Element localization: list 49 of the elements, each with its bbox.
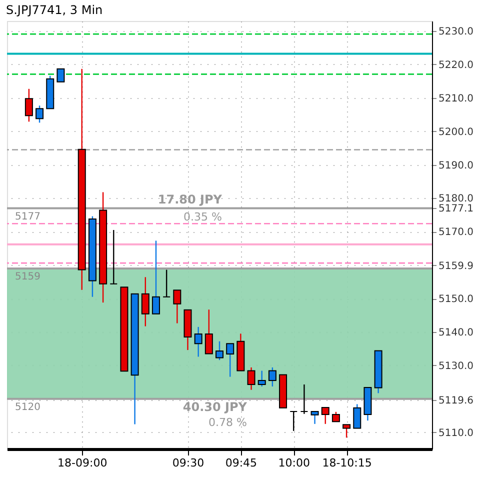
y-tick-label: 5180.0 <box>438 194 474 205</box>
candlestick <box>247 366 256 390</box>
candlestick <box>24 88 33 122</box>
candlestick <box>216 340 224 361</box>
y-tick-label: 5230.0 <box>438 26 474 38</box>
y-tick-label: 5210.0 <box>438 93 474 104</box>
annotation: 0.35 % <box>184 210 222 224</box>
y-tick-label: 5110.0 <box>438 428 474 439</box>
candlestick <box>173 290 182 324</box>
y-tick-label: 5190.0 <box>438 160 474 172</box>
y-tick-label: 5177.1 <box>438 203 474 214</box>
x-tick-label: 09:45 <box>225 456 258 470</box>
candlestick <box>36 104 44 124</box>
annotation: 17.80 JPY <box>158 192 222 206</box>
annotation: 40.30 JPY <box>182 400 248 414</box>
x-tick-label: 10:00 <box>278 456 310 470</box>
candlestick <box>162 269 171 298</box>
candlestick <box>226 343 234 378</box>
candlestick <box>332 411 340 422</box>
candlestick <box>268 366 276 388</box>
y-tick-label: 5220.0 <box>438 60 474 71</box>
annotation: 0.78 % <box>208 416 247 429</box>
chart-title: S.JPJ7741, 3 Min <box>6 3 103 17</box>
candlestick <box>353 404 362 429</box>
candlestick <box>194 326 202 358</box>
candlestick <box>290 410 298 432</box>
candlestick <box>141 276 150 327</box>
candlestick <box>258 370 266 388</box>
ref-line-label: 5159 <box>15 271 40 282</box>
candlestick <box>204 308 213 354</box>
y-tick-label: 5130.0 <box>438 360 474 372</box>
candlestick <box>342 424 351 438</box>
candlestick <box>310 410 319 425</box>
y-tick-label: 5170.0 <box>438 227 474 238</box>
ref-line-label: 5120 <box>15 402 40 413</box>
y-tick-label: 5159.9 <box>438 260 474 272</box>
candlestick <box>56 68 65 82</box>
y-tick-label: 5119.6 <box>438 396 474 407</box>
ref-line-label: 5177 <box>15 211 40 222</box>
candlestick <box>300 384 308 414</box>
x-tick-label: 18-09:00 <box>58 456 108 470</box>
y-tick-label: 5150.0 <box>438 294 474 306</box>
x-tick-label: 18-10:15 <box>322 456 372 470</box>
candlestick <box>152 240 160 315</box>
candlestick <box>321 406 330 425</box>
y-tick-label: 5140.0 <box>438 327 474 338</box>
y-tick-label: 5200.0 <box>438 126 474 138</box>
candlestick <box>110 229 118 284</box>
x-tick-label: 09:30 <box>172 456 204 470</box>
